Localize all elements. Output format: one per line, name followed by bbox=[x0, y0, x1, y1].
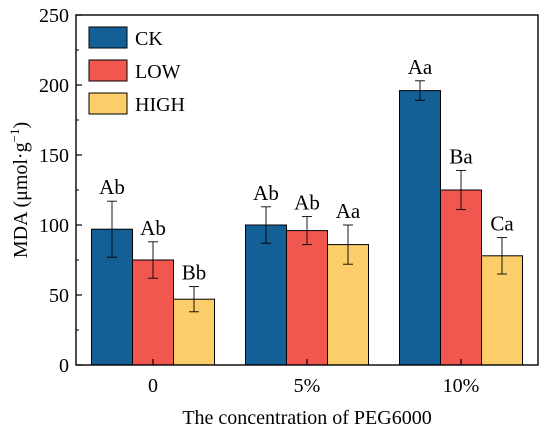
bar bbox=[440, 189, 482, 366]
bar bbox=[327, 244, 369, 366]
plot-content: Ab Ab Bb Ab Ab Aa Aa Ba Ca bbox=[91, 55, 523, 366]
legend-label: HIGH bbox=[135, 94, 185, 116]
y-tick-label: 250 bbox=[39, 5, 69, 27]
legend-label: LOW bbox=[135, 61, 181, 83]
bar bbox=[399, 90, 441, 366]
y-axis-title: MDA (μmol·g−1) bbox=[7, 122, 32, 258]
significance-label: Ca bbox=[490, 212, 514, 236]
legend-swatch bbox=[88, 92, 128, 115]
legend-swatch bbox=[88, 59, 128, 82]
y-tick-label: 50 bbox=[49, 285, 69, 307]
significance-label: Ab bbox=[294, 191, 320, 215]
significance-label: Bb bbox=[182, 261, 207, 285]
x-axis-title: The concentration of PEG6000 bbox=[182, 407, 431, 429]
significance-label: Ab bbox=[140, 216, 166, 240]
x-tick-label: 0 bbox=[148, 375, 158, 397]
significance-label: Aa bbox=[336, 199, 361, 223]
y-tick-label: 100 bbox=[39, 215, 69, 237]
legend-label: CK bbox=[135, 28, 163, 50]
bar bbox=[286, 230, 328, 366]
y-tick-label: 0 bbox=[59, 355, 69, 377]
significance-label: Ba bbox=[449, 144, 473, 168]
y-tick-label: 150 bbox=[39, 145, 69, 167]
significance-label: Aa bbox=[408, 55, 433, 79]
significance-label: Ab bbox=[99, 175, 125, 199]
x-tick-label: 10% bbox=[443, 375, 480, 397]
bar bbox=[245, 224, 287, 366]
significance-label: Ab bbox=[253, 181, 279, 205]
axis-ticks: 0 50 100 150 200 250 0 5% 10% bbox=[39, 5, 479, 397]
x-tick-label: 5% bbox=[294, 375, 321, 397]
legend: CK LOW HIGH bbox=[88, 26, 185, 116]
y-tick-label: 200 bbox=[39, 75, 69, 97]
legend-swatch bbox=[88, 26, 128, 49]
